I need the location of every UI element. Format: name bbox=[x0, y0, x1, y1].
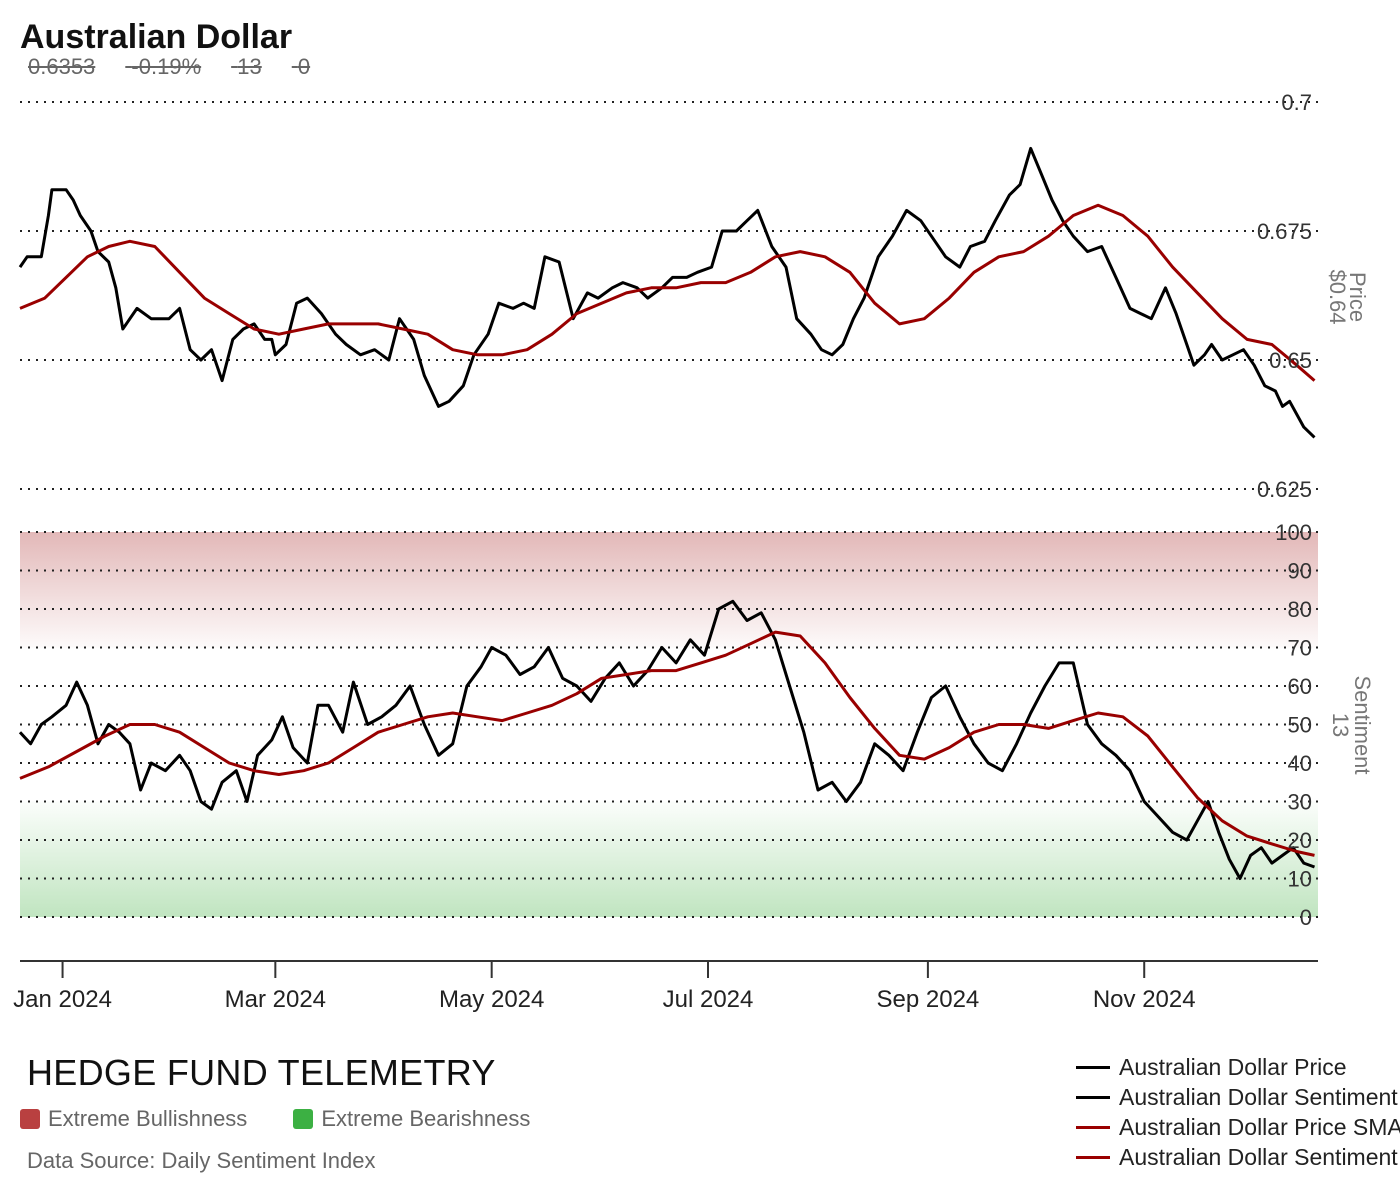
data-source: Data Source: Daily Sentiment Index bbox=[27, 1148, 376, 1173]
zone-legend-label: Extreme Bullishness bbox=[48, 1106, 248, 1131]
bearish-swatch bbox=[293, 1109, 314, 1129]
legend-item-sentiment[interactable]: Australian Dollar Sentiment bbox=[1076, 1082, 1400, 1112]
sentiment-tick-label: 60 bbox=[1288, 674, 1312, 699]
bearish-zone bbox=[20, 801, 1318, 917]
series-lines bbox=[18, 146, 1316, 880]
price-tick-label: 0.625 bbox=[1257, 477, 1312, 502]
sentiment-axis-value: 13 bbox=[1328, 713, 1353, 737]
bullish-swatch bbox=[20, 1109, 40, 1129]
x-axis: Jan 2024 Mar 2024 May 2024 Jul 2024 Sep 2024… bbox=[13, 960, 1318, 1013]
zone-legend: Extreme Bullishness Extreme Bearishness bbox=[20, 1106, 530, 1132]
sentiment-tick-label: 40 bbox=[1288, 751, 1312, 776]
gridlines bbox=[20, 101, 1318, 918]
legend-line-icon bbox=[1076, 1125, 1110, 1129]
bullish-zone bbox=[20, 532, 1318, 648]
y-axis-labels: 0.625 0.65 0.675 0.7 0 10 20 30 40 50 60 70 80 90 100 bbox=[1257, 90, 1312, 930]
last-price: 0.6353 bbox=[28, 54, 96, 79]
x-tick-label: Sep 2024 bbox=[877, 986, 980, 1013]
price-tick-label: 0.65 bbox=[1269, 348, 1312, 373]
legend-label: Australian Dollar Sentiment SMA bbox=[1119, 1143, 1400, 1170]
sentiment-tick-label: 0 bbox=[1300, 905, 1312, 930]
legend-line-icon bbox=[1076, 1065, 1110, 1069]
zone-legend-item-bullish[interactable]: Extreme Bullishness bbox=[20, 1106, 247, 1132]
legend-item-price-sma[interactable]: Australian Dollar Price SMA bbox=[1076, 1112, 1400, 1142]
legend-item-sentiment-sma[interactable]: Australian Dollar Sentiment SMA bbox=[1076, 1142, 1400, 1172]
australian-dollar-sentiment-sma-line bbox=[19, 630, 1315, 857]
price-axis-label: Price bbox=[1345, 272, 1370, 322]
sentiment-tick-label: 70 bbox=[1288, 636, 1312, 661]
sentiment-tick-label: 30 bbox=[1288, 790, 1312, 815]
sentiment-tick-label: 20 bbox=[1288, 828, 1312, 853]
x-tick-label: May 2024 bbox=[439, 986, 544, 1013]
chart-area: 0.6250.650.6750.70102030405060708090100 … bbox=[13, 90, 1375, 1013]
series-legend: Australian Dollar Price Australian Dolla… bbox=[1076, 1052, 1400, 1172]
zone-legend-label: Extreme Bearishness bbox=[321, 1106, 531, 1131]
header-stats: 0.6353 -0.19% 13 0 bbox=[28, 54, 340, 80]
zone-legend-item-bearish[interactable]: Extreme Bearishness bbox=[293, 1106, 530, 1132]
legend-label: Australian Dollar Price bbox=[1119, 1053, 1347, 1080]
sentiment-tick-label: 100 bbox=[1275, 520, 1312, 545]
x-tick-label: Jan 2024 bbox=[13, 986, 112, 1013]
percent-change: -0.19% bbox=[131, 54, 202, 79]
price-tick-label: 0.675 bbox=[1257, 219, 1312, 244]
sentiment-axis-label: Sentiment bbox=[1350, 675, 1375, 774]
x-tick-label: Jul 2024 bbox=[663, 986, 754, 1013]
chart-title: Australian Dollar bbox=[20, 18, 293, 56]
brand-name: HEDGE FUND TELEMETRY bbox=[27, 1052, 496, 1093]
legend-label: Australian Dollar Price SMA bbox=[1119, 1113, 1400, 1140]
legend-line-icon bbox=[1076, 1155, 1110, 1159]
x-tick-label: Mar 2024 bbox=[225, 986, 326, 1013]
sentiment-tick-label: 10 bbox=[1288, 867, 1312, 892]
price-tick-label: 0.7 bbox=[1281, 90, 1312, 115]
australian-dollar-price-line bbox=[18, 146, 1316, 439]
x-tick-label: Nov 2024 bbox=[1093, 986, 1196, 1013]
legend-line-icon bbox=[1076, 1095, 1110, 1099]
sentiment-tick-label: 80 bbox=[1288, 597, 1312, 622]
sentiment-change: 0 bbox=[297, 54, 311, 79]
legend-item-price[interactable]: Australian Dollar Price bbox=[1076, 1052, 1400, 1082]
sentiment-zones bbox=[20, 532, 1318, 917]
price-axis-value: $0.64 bbox=[1325, 269, 1350, 324]
sentiment-tick-label: 50 bbox=[1288, 713, 1312, 738]
australian-dollar-price-sma-line bbox=[19, 203, 1316, 382]
sentiment-value: 13 bbox=[237, 54, 262, 79]
sentiment-tick-label: 90 bbox=[1288, 559, 1312, 584]
legend-label: Australian Dollar Sentiment bbox=[1119, 1083, 1398, 1110]
